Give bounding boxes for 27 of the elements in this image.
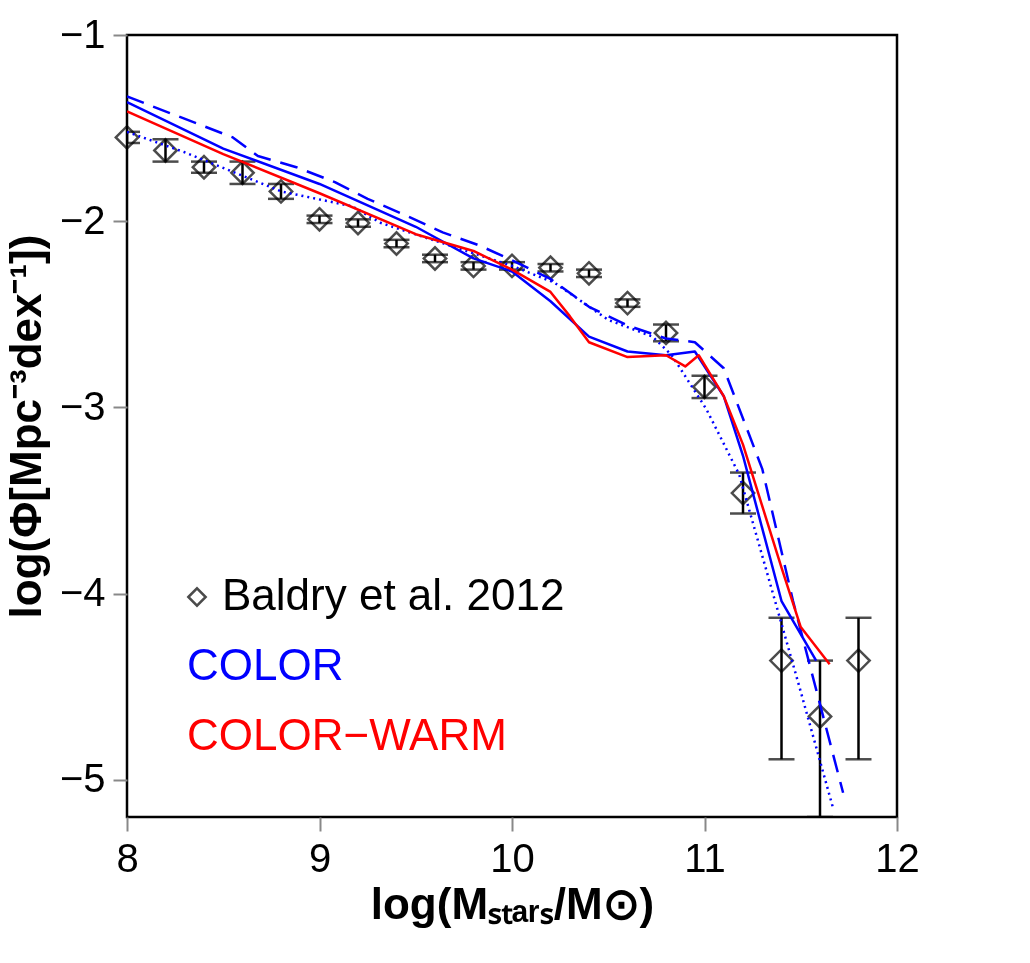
x-tick-label: 10 <box>490 835 535 880</box>
y-tick-label: −3 <box>59 383 106 428</box>
point <box>807 704 833 729</box>
point <box>191 154 217 180</box>
point <box>615 290 640 316</box>
y-tick-label: −4 <box>59 570 106 615</box>
point <box>538 255 563 281</box>
x-tick-label: 8 <box>116 835 139 880</box>
point <box>307 206 332 232</box>
legend-label: Baldry et al. 2012 <box>222 570 565 619</box>
text: COLOR <box>187 640 344 689</box>
point <box>846 648 871 674</box>
x-tick-label: 11 <box>684 835 726 880</box>
point <box>422 246 448 271</box>
point <box>345 210 371 236</box>
text: COLOR−WARM <box>187 710 507 759</box>
point <box>114 124 140 150</box>
x-tick-label: 12 <box>875 835 920 880</box>
x-tick-label: 9 <box>308 835 332 880</box>
y-tick-label: −1 <box>59 11 106 56</box>
point <box>769 648 794 674</box>
y-axis-title: log(Φ[Mpc⁻³dex⁻¹]) <box>0 234 50 619</box>
point <box>576 260 602 286</box>
y-tick-label: −5 <box>59 756 106 801</box>
y-tick-label: −2 <box>59 197 106 242</box>
point <box>384 231 409 256</box>
x-axis-title: log(Mₛₜₐᵣₛ/M⊙) <box>370 878 655 928</box>
